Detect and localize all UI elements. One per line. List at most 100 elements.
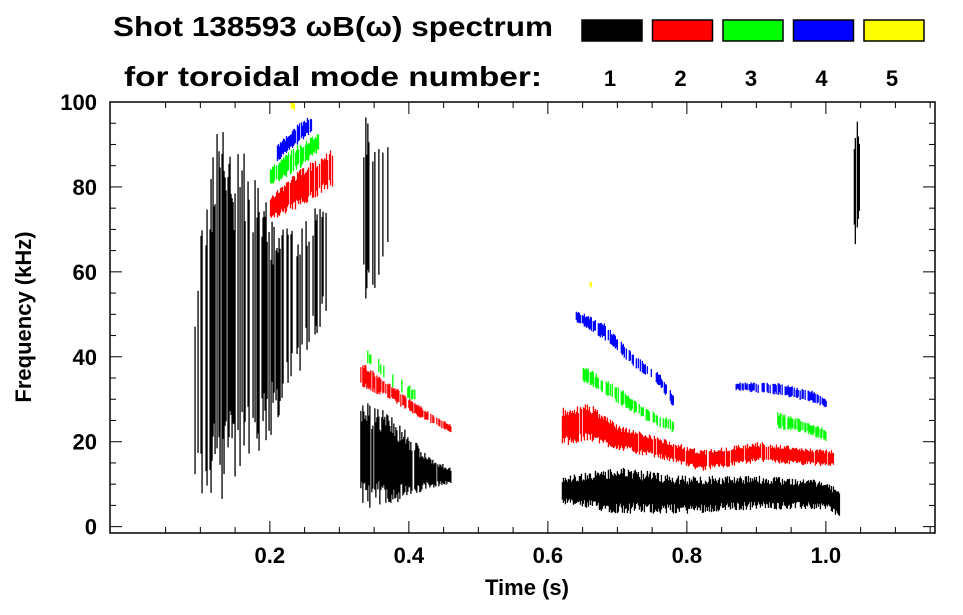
spectrum-column: [712, 479, 715, 512]
spectrum-column: [430, 413, 432, 424]
spectrum-column: [692, 476, 695, 510]
spectrum-column: [606, 383, 608, 396]
spectrum-column: [647, 410, 649, 422]
spectrum-column: [642, 473, 645, 504]
spectrum-column: [805, 449, 808, 462]
spectrum-column: [800, 448, 803, 464]
spectrum-column: [307, 119, 310, 136]
spectrum-column: [719, 450, 722, 464]
spectrum-column: [731, 449, 734, 466]
spectrum-column: [681, 475, 684, 508]
spectrum-column: [710, 449, 713, 465]
spectrum-column: [817, 483, 820, 507]
spectrum-column: [627, 432, 630, 447]
spectrum-column: [623, 468, 626, 514]
spectrum-column: [701, 484, 704, 513]
spectrum-column: [750, 382, 752, 393]
spectrum-column: [795, 483, 798, 503]
spectrum-column: [278, 192, 281, 216]
spectrum-column: [804, 448, 807, 465]
spectrum-column: [216, 134, 218, 449]
x-axis-label: Time (s): [485, 575, 569, 600]
spectrum-column: [786, 386, 788, 395]
spectrum-column: [322, 160, 325, 184]
spectrum-column: [273, 226, 275, 393]
spectrum-column: [378, 416, 380, 482]
spectrum-column: [317, 134, 320, 150]
spectrum-column: [380, 364, 382, 375]
spectrum-column: [789, 449, 792, 461]
legend-label-mode-1: 1: [604, 66, 616, 91]
spectrum-column: [647, 438, 650, 453]
spectrum-column: [618, 474, 621, 507]
spectrum-column: [241, 170, 243, 413]
spectrum-column: [799, 390, 801, 401]
spectrum-column: [818, 481, 821, 505]
spectrum-column: [742, 445, 745, 462]
spectrum-column: [289, 154, 292, 175]
spectrum-column: [587, 368, 589, 383]
spectrum-column: [582, 367, 584, 381]
spectrum-column: [439, 419, 441, 427]
spectrum-column: [782, 448, 785, 462]
spectrum-column: [279, 142, 282, 159]
spectrum-column: [723, 450, 726, 467]
spectrum-column: [657, 438, 660, 458]
spectrum-column: [376, 375, 378, 394]
spectrum-column: [767, 480, 770, 508]
spectrum-column: [360, 367, 362, 383]
spectrum-column: [578, 312, 580, 324]
spectrum-column: [819, 484, 822, 510]
spectrum-column: [814, 393, 816, 404]
spectrum-column: [702, 451, 705, 471]
spectrum-column: [739, 448, 742, 462]
spectrum-column: [742, 383, 744, 391]
spectrum-column: [810, 391, 812, 401]
series-mode-n-1: [194, 117, 860, 516]
spectrum-column: [575, 411, 578, 444]
spectrum-column: [281, 159, 284, 178]
spectrum-column: [277, 193, 280, 216]
spectrum-column: [789, 418, 791, 428]
spectrum-column: [782, 484, 785, 503]
spectrum-column: [752, 480, 755, 506]
spectrum-column: [305, 172, 308, 203]
spectrum-column: [591, 479, 594, 506]
spectrum-column: [773, 447, 776, 461]
spectrum-column: [661, 482, 664, 506]
spectrum-column: [644, 477, 647, 505]
spectrum-column: [690, 479, 693, 509]
spectrum-column: [708, 451, 711, 467]
spectrum-column: [695, 480, 698, 506]
spectrum-column: [331, 155, 334, 187]
spectrum-column: [738, 478, 741, 510]
spectrum-column: [210, 178, 212, 493]
spectrum-column: [270, 169, 273, 184]
spectrum-column: [665, 440, 668, 458]
spectrum-column: [408, 386, 410, 398]
spectrum-column: [793, 448, 796, 461]
spectrum-column: [643, 436, 646, 453]
spectrum-column: [654, 475, 657, 510]
spectrum-column: [590, 478, 593, 501]
spectrum-column: [405, 397, 407, 408]
spectrum-column: [778, 383, 780, 393]
spectrum-column: [580, 409, 583, 442]
spectrum-column: [279, 162, 282, 179]
spectrum-column: [405, 443, 407, 486]
spectrum-column: [828, 451, 831, 465]
spectrum-column: [367, 350, 369, 364]
spectrum-column: [611, 383, 613, 398]
spectrum-column: [725, 447, 728, 466]
spectrum-column: [755, 383, 757, 393]
spectrum-column: [781, 384, 783, 396]
spectrum-column: [219, 167, 221, 465]
spectrum-column: [408, 440, 410, 488]
spectrum-column: [310, 137, 313, 155]
spectrum-column: [319, 208, 321, 327]
spectrum-column: [268, 232, 270, 431]
spectrum-column: [659, 481, 662, 514]
spectrum-column: [657, 472, 660, 509]
spectrum-column: [762, 382, 764, 393]
spectrum-column: [628, 350, 630, 362]
